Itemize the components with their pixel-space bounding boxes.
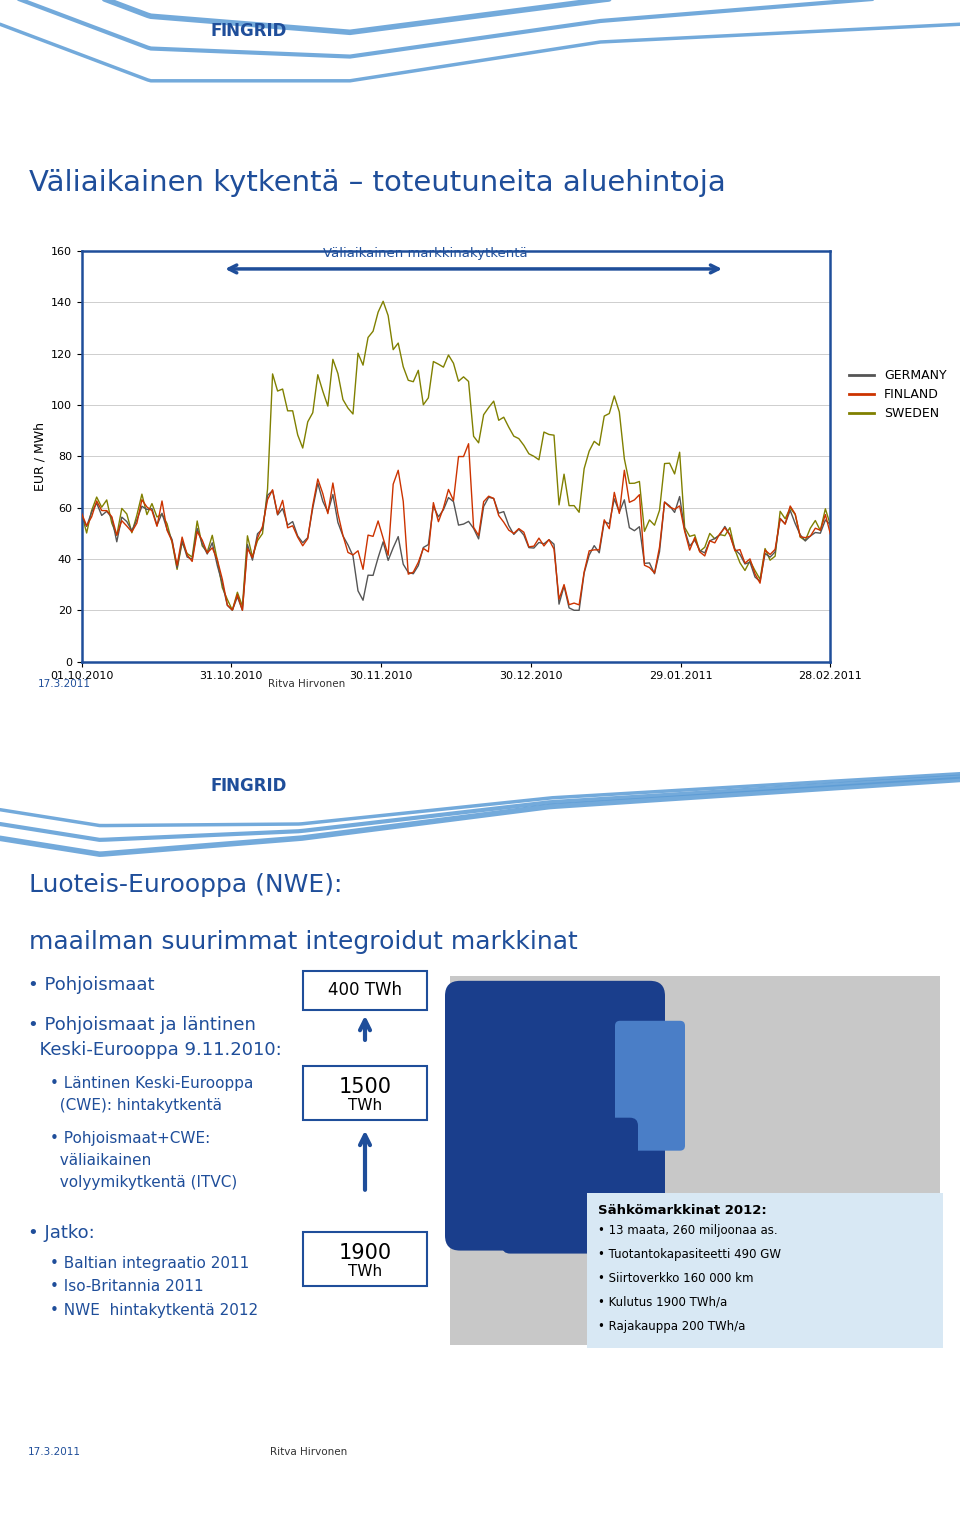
SWEDEN	[825, 516, 836, 534]
FancyBboxPatch shape	[587, 1192, 943, 1349]
Line: SWEDEN: SWEDEN	[82, 301, 830, 610]
Text: Sähkömarkkinat 2012:: Sähkömarkkinat 2012:	[598, 1203, 767, 1217]
FancyBboxPatch shape	[450, 976, 940, 1346]
FINLAND	[327, 475, 339, 493]
Text: Luoteis-Eurooppa (NWE):: Luoteis-Eurooppa (NWE):	[29, 873, 342, 897]
Text: väliaikainen: väliaikainen	[50, 1153, 152, 1168]
Text: TWh: TWh	[348, 1098, 382, 1113]
Text: • Pohjoismaat+CWE:: • Pohjoismaat+CWE:	[50, 1130, 210, 1145]
Text: Keski-Eurooppa 9.11.2010:: Keski-Eurooppa 9.11.2010:	[28, 1040, 281, 1059]
Y-axis label: EUR / MWh: EUR / MWh	[34, 421, 47, 491]
Text: • Kulutus 1900 TWh/a: • Kulutus 1900 TWh/a	[598, 1296, 728, 1308]
Text: • 13 maata, 260 miljoonaa as.: • 13 maata, 260 miljoonaa as.	[598, 1223, 778, 1237]
SWEDEN	[327, 350, 339, 368]
FancyBboxPatch shape	[502, 1118, 638, 1253]
Text: • Jatko:: • Jatko:	[28, 1223, 95, 1241]
FINLAND	[704, 532, 715, 551]
Text: • Tuotantokapasiteetti 490 GW: • Tuotantokapasiteetti 490 GW	[598, 1247, 781, 1261]
Line: FINLAND: FINLAND	[82, 444, 830, 610]
GERMANY	[825, 516, 836, 534]
Text: 1500: 1500	[339, 1077, 392, 1097]
GERMANY	[508, 525, 519, 543]
Text: • NWE  hintakytkentä 2012: • NWE hintakytkentä 2012	[50, 1302, 258, 1317]
SWEDEN	[508, 427, 519, 446]
Line: GERMANY: GERMANY	[82, 484, 830, 610]
Text: • Pohjoismaat: • Pohjoismaat	[28, 976, 155, 993]
GERMANY	[382, 551, 394, 569]
GERMANY	[332, 513, 344, 531]
Text: TWh: TWh	[348, 1264, 382, 1279]
Text: Ritva Hirvonen: Ritva Hirvonen	[270, 1448, 348, 1457]
SWEDEN	[382, 306, 394, 324]
Text: (CWE): hintakytkentä: (CWE): hintakytkentä	[50, 1098, 222, 1113]
FINLAND	[604, 520, 615, 538]
FancyBboxPatch shape	[454, 1078, 525, 1194]
GERMANY	[604, 514, 615, 532]
Text: • Siirtoverkko 160 000 km: • Siirtoverkko 160 000 km	[598, 1272, 754, 1285]
Text: 1900: 1900	[339, 1243, 392, 1262]
Text: Väliaikainen markkinakytkentä: Väliaikainen markkinakytkentä	[323, 246, 527, 260]
Text: 400 TWh: 400 TWh	[328, 981, 402, 999]
Text: F: F	[210, 777, 222, 794]
GERMANY	[227, 601, 238, 619]
FancyBboxPatch shape	[303, 1232, 427, 1285]
FINLAND	[825, 525, 836, 543]
SWEDEN	[377, 292, 389, 310]
GERMANY	[704, 532, 715, 551]
SWEDEN	[227, 601, 238, 619]
GERMANY	[478, 497, 490, 516]
FancyBboxPatch shape	[445, 981, 665, 1250]
SWEDEN	[478, 406, 490, 424]
Text: INGRID: INGRID	[220, 21, 286, 40]
FINLAND	[76, 505, 87, 523]
Text: • Baltian integraatio 2011: • Baltian integraatio 2011	[50, 1255, 250, 1270]
FINLAND	[237, 601, 249, 619]
FancyBboxPatch shape	[615, 1021, 685, 1151]
SWEDEN	[704, 525, 715, 543]
Text: • Pohjoismaat ja läntinen: • Pohjoismaat ja läntinen	[28, 1016, 256, 1034]
Legend: GERMANY, FINLAND, SWEDEN: GERMANY, FINLAND, SWEDEN	[844, 364, 951, 426]
Text: INGRID: INGRID	[220, 777, 286, 794]
Text: 17.3.2011: 17.3.2011	[37, 680, 90, 689]
Text: Väliaikainen kytkentä – toteutuneita aluehintoja: Väliaikainen kytkentä – toteutuneita alu…	[29, 169, 726, 196]
SWEDEN	[604, 405, 615, 423]
Text: volyymikytkentä (ITVC): volyymikytkentä (ITVC)	[50, 1174, 237, 1189]
FINLAND	[377, 529, 389, 548]
Text: • Läntinen Keski-Eurooppa: • Läntinen Keski-Eurooppa	[50, 1075, 253, 1091]
GERMANY	[312, 475, 324, 493]
FINLAND	[508, 525, 519, 543]
Text: • Iso-Britannia 2011: • Iso-Britannia 2011	[50, 1279, 204, 1293]
FancyBboxPatch shape	[303, 1066, 427, 1119]
GERMANY	[76, 506, 87, 525]
Text: F: F	[210, 21, 222, 40]
FINLAND	[463, 435, 474, 453]
FINLAND	[478, 493, 490, 511]
Text: maailman suurimmat integroidut markkinat: maailman suurimmat integroidut markkinat	[29, 929, 578, 954]
Text: • Rajakauppa 200 TWh/a: • Rajakauppa 200 TWh/a	[598, 1320, 745, 1332]
SWEDEN	[76, 503, 87, 522]
FancyBboxPatch shape	[303, 970, 427, 1010]
Text: Ritva Hirvonen: Ritva Hirvonen	[268, 680, 346, 689]
Text: 17.3.2011: 17.3.2011	[28, 1448, 81, 1457]
